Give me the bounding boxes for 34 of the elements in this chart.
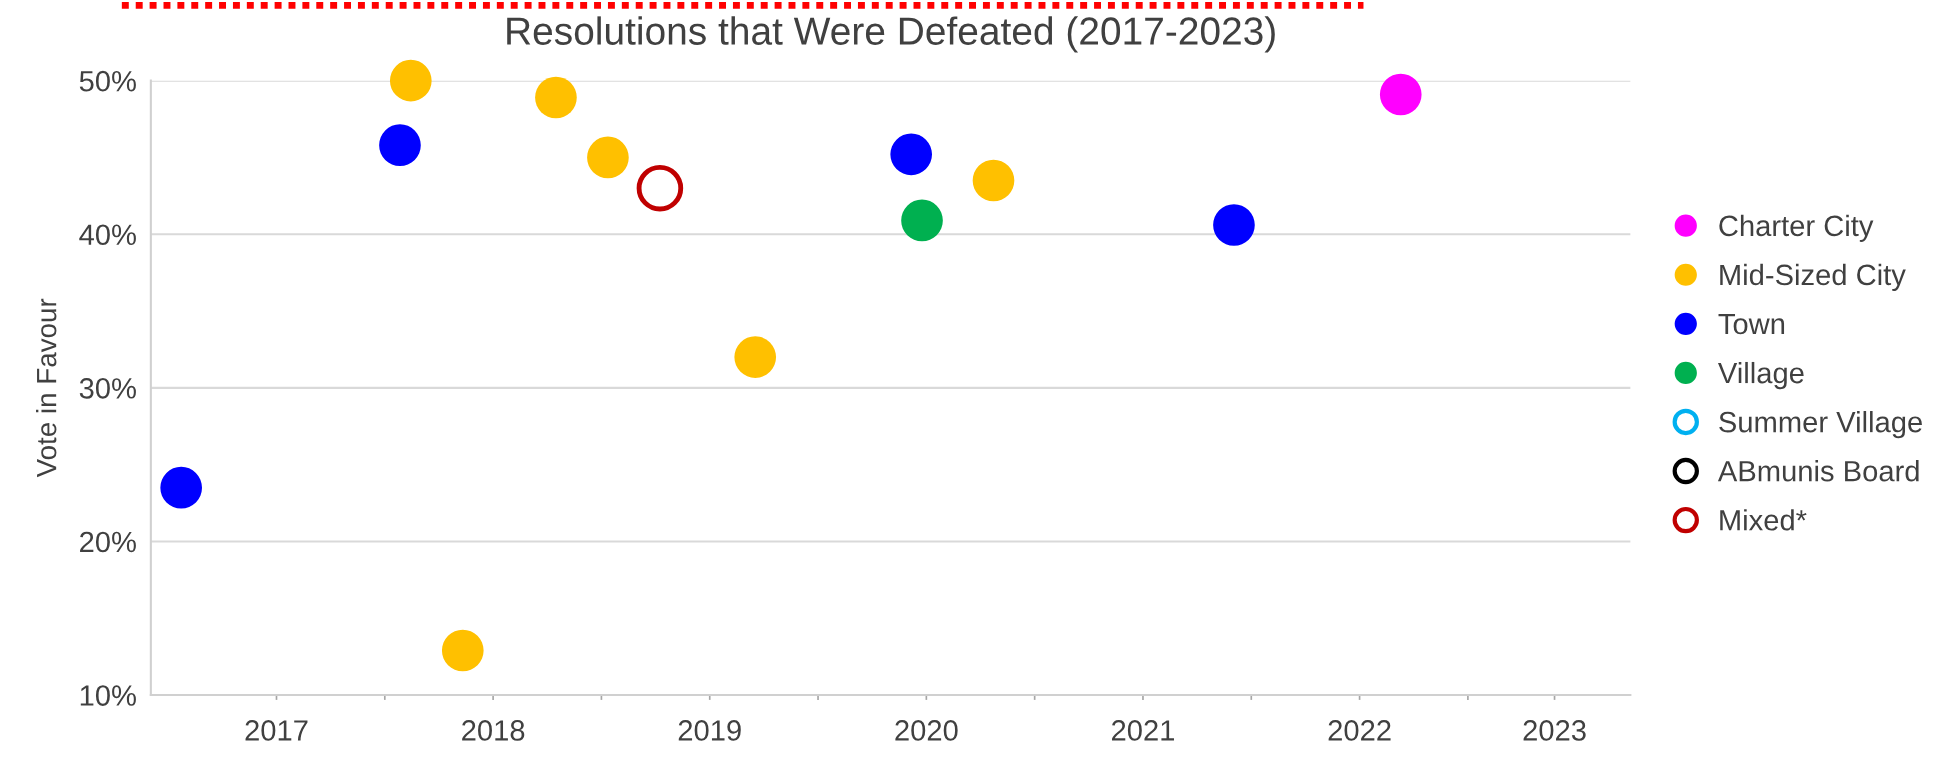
legend-label: ABmunis Board [1717, 460, 1919, 482]
y-axis-title: Vote in Favour [36, 298, 57, 478]
point [379, 124, 421, 166]
point [972, 159, 1015, 202]
y-tick-label: 30% [79, 378, 136, 399]
legend-label: Mixed* [1720, 509, 1807, 531]
x-tick-label: 2018 [462, 720, 525, 741]
y-tick-label: 50% [79, 70, 136, 92]
legend-label: Charter City [1719, 214, 1874, 242]
y-tick-label: 20% [80, 531, 136, 553]
legend-label: Town [1718, 313, 1785, 335]
legend-label: Village [1717, 361, 1804, 390]
x-tick-label: 2022 [1328, 720, 1391, 741]
point [160, 466, 203, 509]
x-tick-label: 2023 [1523, 720, 1586, 741]
legend-label: Mid-Sized City [1720, 263, 1906, 292]
chart-title: Resolutions that Were Defeated (2017-2023) [507, 16, 1275, 53]
point [389, 59, 432, 102]
y-tick-label: 40% [79, 224, 136, 246]
point [890, 133, 933, 176]
point [1379, 73, 1422, 116]
x-tick-label: 2021 [1112, 720, 1174, 741]
legend-label: Summer Village [1719, 411, 1922, 439]
point [441, 629, 484, 672]
point [1213, 204, 1255, 246]
point [535, 76, 577, 119]
point [587, 136, 629, 179]
x-tick-label: 2019 [678, 720, 741, 741]
point [901, 199, 943, 242]
point [636, 164, 684, 212]
y-tick-label: 10% [80, 685, 136, 706]
x-tick-label: 2020 [895, 720, 958, 741]
x-tick-label: 2017 [245, 720, 308, 741]
point [734, 336, 777, 378]
